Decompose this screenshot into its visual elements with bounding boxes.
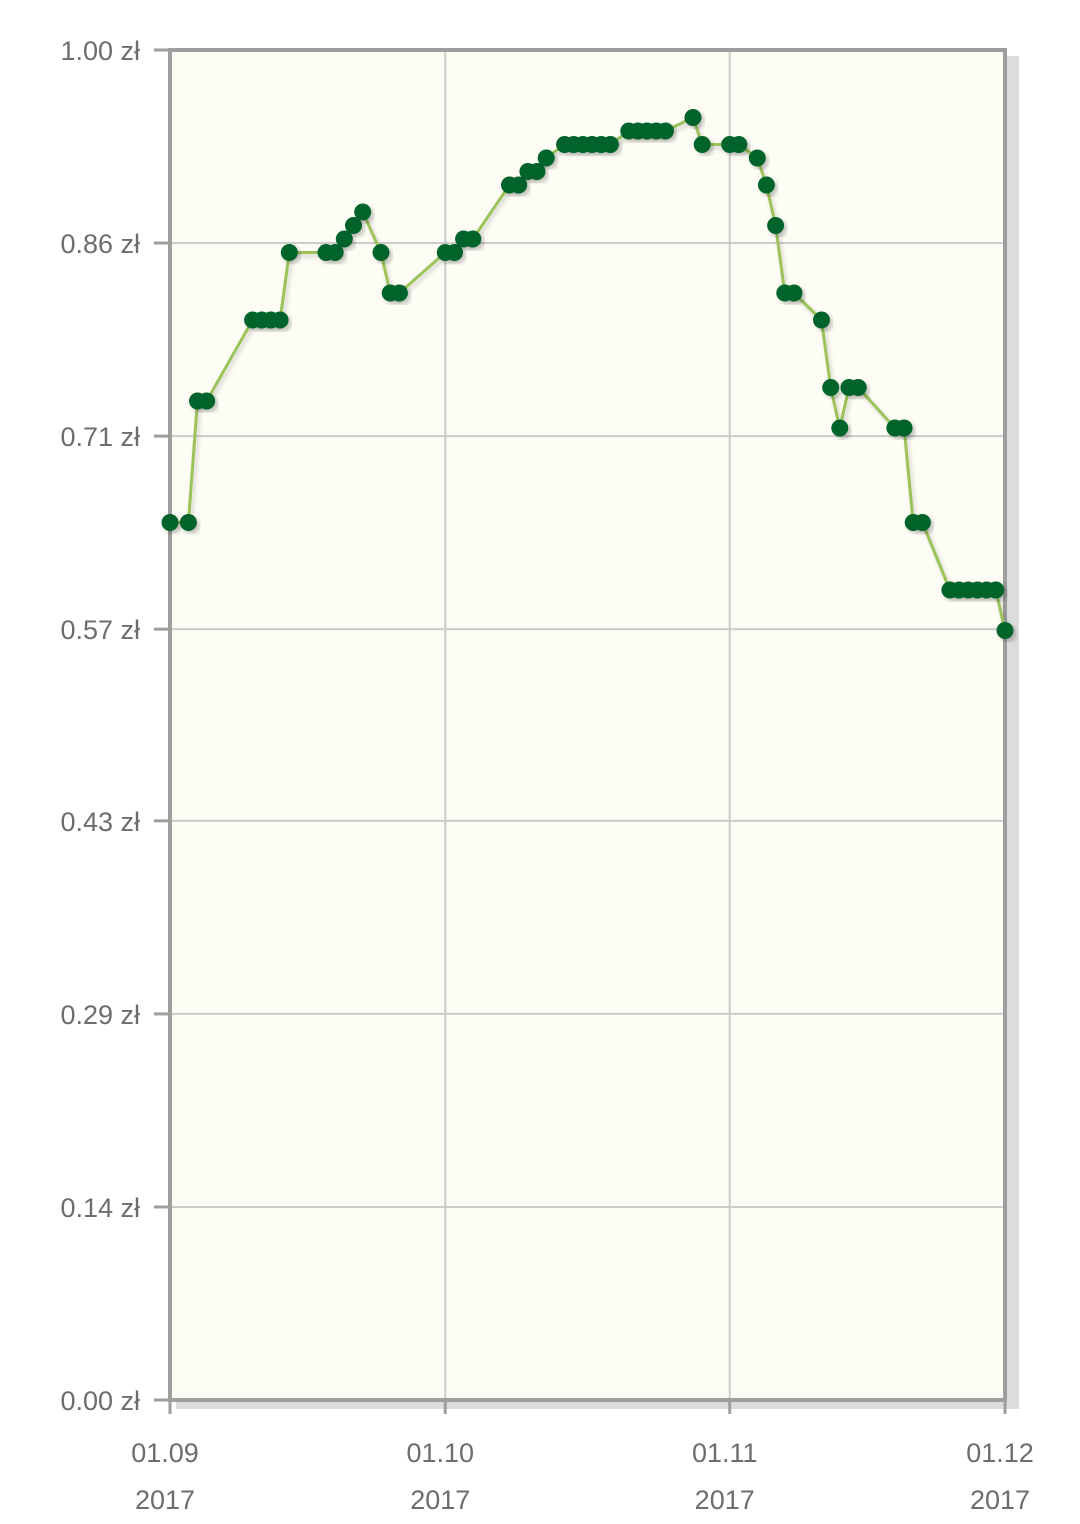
data-point: [767, 217, 785, 234]
data-point: [913, 514, 931, 531]
data-point: [326, 244, 344, 261]
x-tick-label-date: 01.09: [131, 1438, 199, 1468]
y-tick-label: 0.57 zł: [60, 615, 140, 645]
x-tick-label-year: 2017: [135, 1485, 195, 1515]
data-point: [179, 514, 197, 531]
data-point: [372, 244, 390, 261]
y-tick-label: 0.00 zł: [60, 1386, 140, 1416]
data-point: [849, 379, 867, 396]
data-point: [831, 419, 849, 437]
data-point: [161, 514, 179, 531]
data-point: [345, 217, 362, 234]
data-point: [280, 244, 298, 261]
data-point: [757, 176, 775, 194]
data-point: [198, 392, 216, 410]
data-point: [684, 109, 702, 126]
x-tick-label-date: 01.12: [966, 1438, 1034, 1468]
x-tick-label-year: 2017: [970, 1485, 1030, 1515]
y-tick-label: 0.86 zł: [60, 229, 140, 259]
data-point: [730, 136, 748, 153]
data-point: [693, 136, 711, 153]
data-point: [510, 176, 528, 194]
data-point: [464, 230, 482, 248]
data-point: [446, 244, 463, 261]
data-point: [748, 149, 766, 167]
data-point: [895, 419, 913, 437]
x-tick-label-year: 2017: [410, 1485, 470, 1515]
y-tick-label: 0.71 zł: [60, 422, 140, 452]
data-point: [987, 581, 1005, 599]
data-point: [537, 149, 555, 167]
x-tick-label-date: 01.11: [692, 1438, 758, 1468]
data-point: [822, 379, 840, 396]
data-point: [271, 311, 289, 329]
axes: [154, 48, 1007, 1414]
x-tick-label-date: 01.10: [406, 1438, 474, 1468]
data-point: [354, 203, 372, 221]
data-point: [528, 163, 546, 180]
data-point: [785, 284, 803, 302]
y-tick-label: 1.00 zł: [60, 36, 140, 66]
series-price: [161, 109, 1014, 639]
y-tick-label: 0.43 zł: [60, 807, 140, 837]
data-point: [813, 311, 830, 329]
data-point: [996, 622, 1014, 639]
y-tick-label: 0.14 zł: [60, 1193, 140, 1223]
plot-border: [168, 48, 1007, 1402]
y-tick-label: 0.29 zł: [60, 1000, 140, 1030]
data-point: [335, 230, 353, 248]
data-point: [601, 136, 619, 153]
x-tick-label-year: 2017: [695, 1485, 755, 1515]
x-axis-tick-labels: 01.09 2017 01.10 2017 01.11 2017 01.12 2017: [131, 1438, 1034, 1515]
y-axis-tick-labels: 0.00 zł 0.14 zł 0.29 zł 0.43 zł 0.57 zł 0.71 …: [60, 36, 140, 1416]
data-point: [390, 284, 408, 302]
data-point: [657, 122, 674, 140]
plot-background: [170, 50, 1005, 1400]
